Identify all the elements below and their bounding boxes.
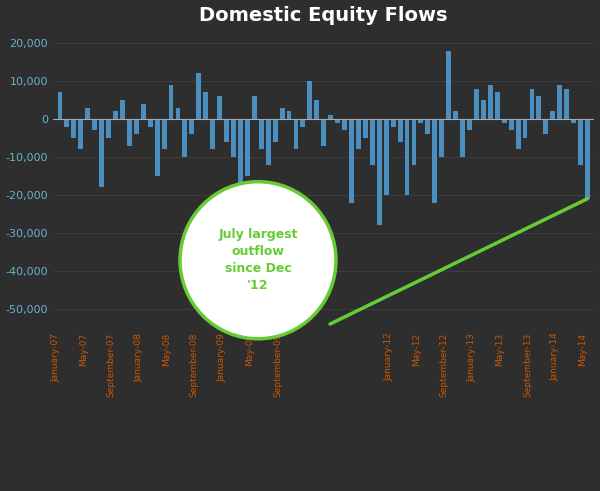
Bar [113, 111, 118, 119]
Bar [301, 119, 305, 127]
Bar [79, 119, 83, 149]
Bar [446, 51, 451, 119]
Bar [342, 119, 347, 131]
Bar [467, 119, 472, 131]
Bar [210, 119, 215, 149]
Bar [488, 85, 493, 119]
Bar [509, 119, 514, 131]
Bar [391, 119, 395, 127]
Bar [398, 119, 403, 142]
Ellipse shape [180, 182, 336, 339]
Bar [335, 119, 340, 123]
Bar [238, 119, 243, 282]
Bar [495, 92, 500, 119]
Bar [564, 88, 569, 119]
Bar [176, 108, 181, 119]
Bar [169, 85, 173, 119]
Bar [64, 119, 70, 127]
Bar [155, 119, 160, 176]
Bar [217, 96, 222, 119]
Bar [502, 119, 506, 123]
Bar [418, 119, 424, 123]
Bar [182, 119, 187, 157]
Bar [245, 119, 250, 176]
Bar [134, 119, 139, 134]
Bar [196, 74, 201, 119]
Bar [280, 108, 284, 119]
Bar [481, 100, 486, 119]
Bar [453, 111, 458, 119]
Bar [557, 85, 562, 119]
Bar [322, 119, 326, 145]
Bar [161, 119, 167, 149]
Bar [141, 104, 146, 119]
Bar [85, 108, 90, 119]
Bar [71, 119, 76, 138]
Bar [224, 119, 229, 142]
Bar [328, 115, 333, 119]
Bar [578, 119, 583, 164]
Bar [307, 81, 312, 119]
Bar [370, 119, 375, 164]
Bar [252, 96, 257, 119]
Bar [203, 92, 208, 119]
Bar [474, 88, 479, 119]
Title: Domestic Equity Flows: Domestic Equity Flows [199, 5, 448, 25]
Bar [92, 119, 97, 131]
Bar [571, 119, 576, 123]
Bar [287, 111, 292, 119]
Bar [259, 119, 264, 149]
Bar [412, 119, 416, 164]
Bar [515, 119, 521, 149]
Bar [190, 119, 194, 134]
Bar [106, 119, 111, 138]
Bar [363, 119, 368, 138]
Bar [404, 119, 409, 195]
Bar [266, 119, 271, 164]
Bar [460, 119, 465, 157]
Bar [439, 119, 444, 157]
Bar [293, 119, 298, 149]
Bar [120, 100, 125, 119]
Bar [99, 119, 104, 188]
Bar [148, 119, 152, 127]
Bar [425, 119, 430, 134]
Bar [58, 92, 62, 119]
Bar [127, 119, 132, 145]
Bar [544, 119, 548, 134]
Bar [530, 88, 535, 119]
Bar [523, 119, 527, 138]
Bar [314, 100, 319, 119]
Bar [273, 119, 278, 142]
Text: July largest
outflow
since Dec
'12: July largest outflow since Dec '12 [218, 228, 298, 292]
Bar [377, 119, 382, 225]
Bar [433, 119, 437, 202]
Bar [349, 119, 354, 202]
Bar [550, 111, 555, 119]
Bar [356, 119, 361, 149]
Bar [231, 119, 236, 157]
Bar [536, 96, 541, 119]
Bar [384, 119, 389, 195]
Bar [585, 119, 590, 199]
